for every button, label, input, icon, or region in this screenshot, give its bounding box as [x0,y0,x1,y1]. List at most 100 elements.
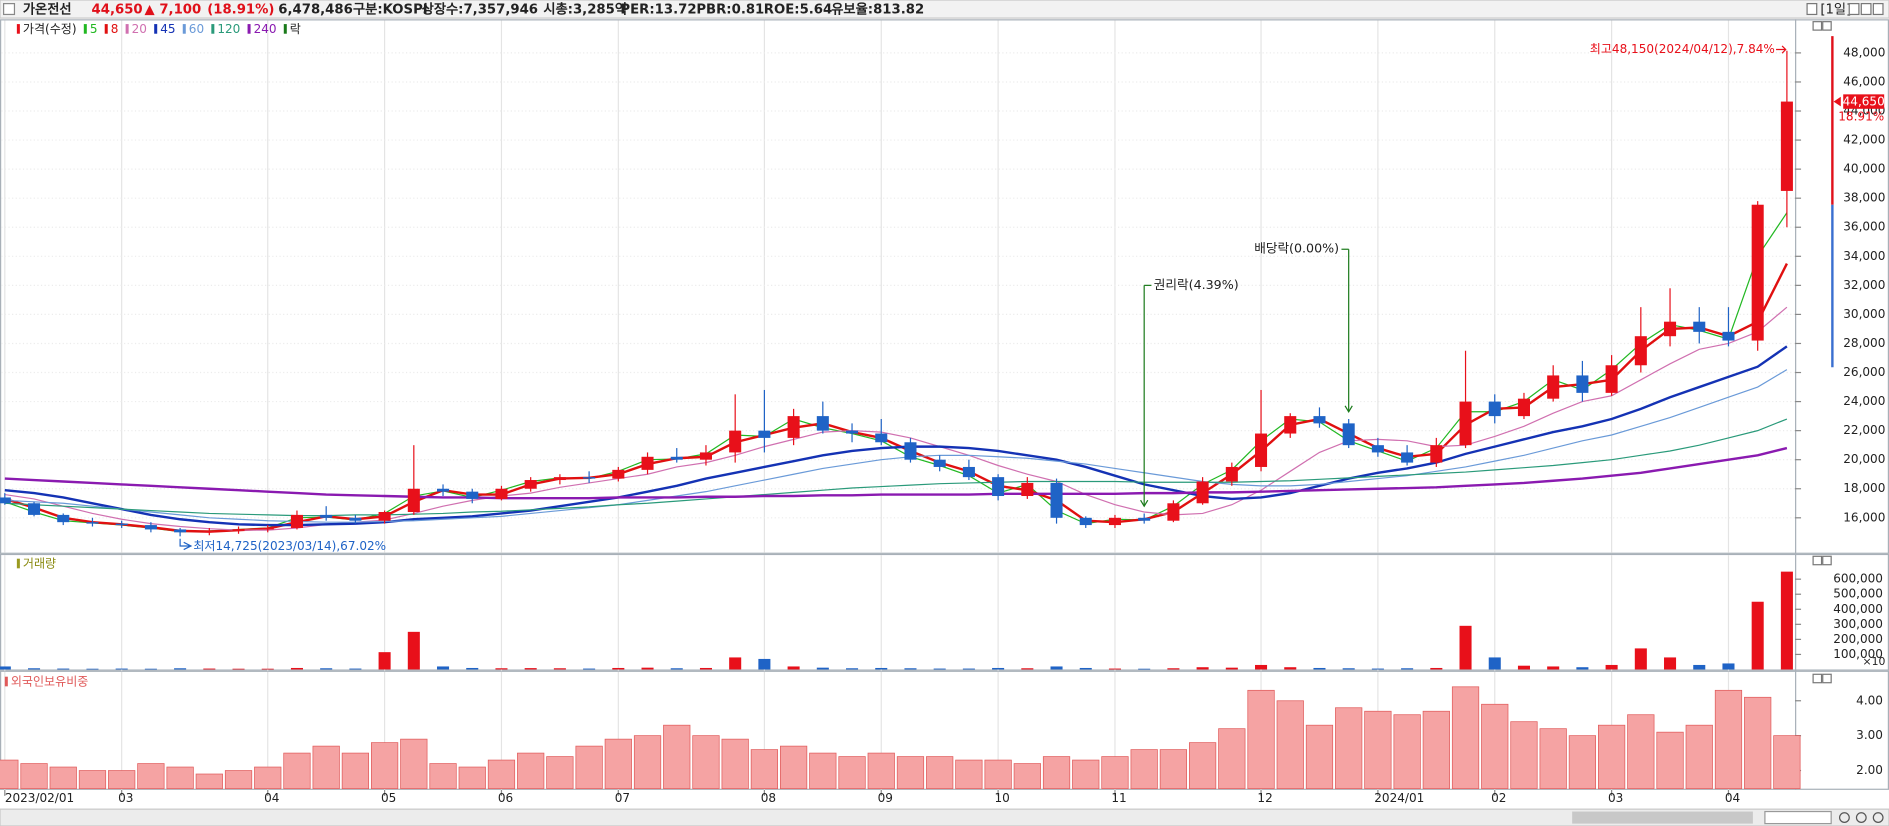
volume-bar [962,668,975,670]
panel-button[interactable] [1812,21,1823,31]
shares: 상장수:7,357,946 [422,1,538,18]
volume-bar [670,668,683,670]
candle-body [174,529,187,533]
volume-bar [232,668,245,670]
foreign-bar [1188,742,1217,790]
foreign-bar [1218,728,1246,790]
volume-bar [875,667,888,670]
candle-body [1488,401,1501,417]
foreign-bar [1276,700,1304,790]
candle-body [641,456,654,470]
window-button[interactable] [1860,3,1872,16]
event-label: 권리락(4.39%) [1154,277,1239,292]
zoom-in[interactable] [1855,812,1867,823]
checkbox[interactable] [3,3,16,16]
volume-bar [174,668,187,670]
volume-bar [1021,668,1034,670]
y-tick-label: 36,000 [1843,220,1885,234]
candle-body [378,511,391,521]
event-arrow [1140,499,1149,508]
volume-bar [57,668,70,670]
x-tick-label: 08 [761,791,776,805]
foreign-bar [1130,749,1158,790]
volume: 6,478,486 [278,3,353,18]
candle-body [1459,401,1472,446]
candle-body [992,477,1005,497]
y-tick-label: 400,000 [1833,602,1883,616]
header: 가온전선 44,650 ▲ 7,100 (18.91%) 6,478,486 구… [0,0,1889,19]
foreign-bar [1685,724,1713,790]
candle-body [1605,365,1618,393]
volume-bar [1284,667,1297,670]
legend-label: 240 [254,22,277,36]
candle-body [57,514,70,523]
panel-button[interactable] [1822,673,1832,684]
x-tick-label: 06 [498,791,513,805]
volume-bar [729,657,742,670]
legend-marker [83,24,87,34]
candle-body [553,477,566,481]
volume-panel [0,553,1889,671]
candle-body [1196,481,1209,504]
y-tick-label: 46,000 [1843,74,1885,88]
candle-body [1021,482,1034,497]
y-tick-label: 2.00 [1856,763,1883,777]
foreign-bar [1101,756,1129,790]
zoom-out[interactable] [1839,812,1850,823]
window-button[interactable] [1848,3,1860,16]
candle-body [0,497,11,504]
scrollbar [0,808,1889,826]
volume-bar [349,668,362,670]
legend-label: 8 [111,22,119,36]
candle-body [1284,416,1297,434]
volume-bar [1722,663,1735,670]
panel-button[interactable] [1812,555,1823,566]
header-bar [0,0,1889,19]
volume-bar [0,666,11,670]
x-tick-label: 07 [615,791,630,805]
foreign-bar [926,756,954,790]
zoom-reset[interactable] [1872,812,1884,823]
volume-bar [144,668,157,670]
volume-bar [1751,601,1764,670]
panel-button[interactable] [1822,21,1832,31]
market: 구분:KOSPI [353,2,428,18]
period[interactable]: [1일] [1820,2,1851,18]
x-tick-label: 03 [1608,791,1623,805]
candle-body [875,433,888,443]
y-tick-label: 20,000 [1843,452,1885,466]
foreign-bar [663,724,691,790]
x-tick-label: 11 [1111,791,1126,805]
stock-name: 가온전선 [23,1,72,18]
window-button[interactable] [1806,3,1818,16]
window-button[interactable] [1872,3,1884,16]
x-tick-label: 2023/02/01 [5,791,74,805]
panel-button[interactable] [1822,555,1832,566]
y-tick-label: 26,000 [1843,365,1885,379]
legend-marker [247,24,251,34]
event-label: 배당락(0.00%) [1254,241,1339,256]
foreign-bar [604,738,632,790]
legend-marker [125,24,129,34]
change: ▲ 7,100 [145,3,202,18]
volume-bar [115,668,128,670]
candle-body [816,416,829,431]
scroll-thumb[interactable] [1572,811,1753,824]
volume-bar [1459,625,1472,670]
scroll-track[interactable] [0,808,1889,826]
candle-body [1751,204,1764,341]
foreign-bar [1422,710,1450,790]
candle-body [320,514,333,518]
candle-body [1576,375,1589,393]
candle-body [699,452,712,460]
zoom-slider[interactable] [1764,810,1832,825]
panel-button[interactable] [1812,673,1823,684]
foreign-bar [224,770,253,790]
candle-body [729,430,742,453]
foreign-bar [546,756,574,790]
volume-bar [1225,667,1238,670]
foreign-bar [721,738,749,790]
foreign-bar [429,763,457,790]
price-panel [0,19,1889,554]
current-price: 44,650 [1843,95,1885,109]
